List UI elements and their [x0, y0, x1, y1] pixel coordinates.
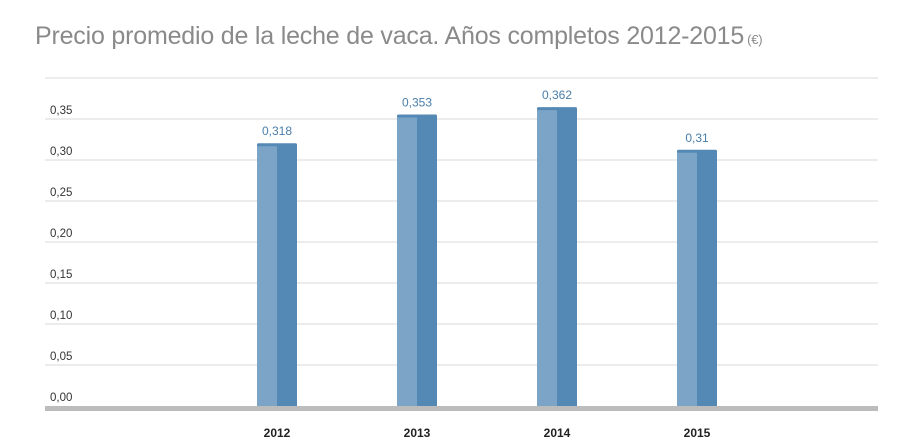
data-labels: 0,318 0,353 0,362 0,31 — [262, 88, 709, 145]
x-category-label: 2015 — [684, 426, 711, 440]
y-tick-label: 0,05 — [50, 351, 72, 363]
y-axis-ticks: 0,00 0,05 0,10 0,15 0,20 0,25 0,30 0,35 — [50, 105, 72, 404]
bar-cap — [257, 143, 297, 147]
x-category-label: 2012 — [264, 426, 291, 440]
bars — [257, 107, 717, 407]
bar-cap — [677, 149, 717, 153]
gridlines — [45, 77, 878, 411]
bar-cap — [397, 114, 437, 118]
bar-2012 — [257, 143, 297, 407]
bar-2014 — [537, 107, 577, 406]
data-label: 0,362 — [542, 88, 572, 102]
chart-title-text: Precio promedio de la leche de vaca. Año… — [35, 22, 745, 50]
data-label: 0,31 — [685, 131, 709, 145]
x-category-label: 2013 — [404, 426, 431, 440]
data-label: 0,353 — [402, 96, 432, 110]
bar-face-dark — [697, 151, 717, 406]
bar-face-light — [537, 109, 557, 406]
bar-face-dark — [417, 116, 437, 406]
x-axis-categories: 2012 2013 2014 2015 — [264, 426, 711, 440]
bar-face-light — [397, 116, 417, 406]
y-tick-label: 0,20 — [50, 228, 72, 240]
y-tick-label: 0,35 — [50, 105, 72, 117]
y-tick-label: 0,10 — [50, 310, 72, 322]
bar-face-dark — [277, 145, 297, 407]
x-category-label: 2014 — [544, 426, 571, 440]
chart-title: Precio promedio de la leche de vaca. Año… — [35, 22, 763, 51]
bar-face-light — [677, 151, 697, 406]
y-tick-label: 0,00 — [50, 392, 72, 404]
data-label: 0,318 — [262, 124, 292, 138]
chart-unit: (€) — [747, 32, 763, 47]
bar-2013 — [397, 114, 437, 406]
y-tick-label: 0,25 — [50, 187, 72, 199]
y-tick-label: 0,30 — [50, 146, 72, 158]
bar-face-dark — [557, 109, 577, 406]
bar-face-light — [257, 145, 277, 407]
bar-cap — [537, 107, 577, 111]
y-tick-label: 0,15 — [50, 269, 72, 281]
bar-2015 — [677, 149, 717, 406]
x-axis-baseline — [45, 406, 878, 411]
